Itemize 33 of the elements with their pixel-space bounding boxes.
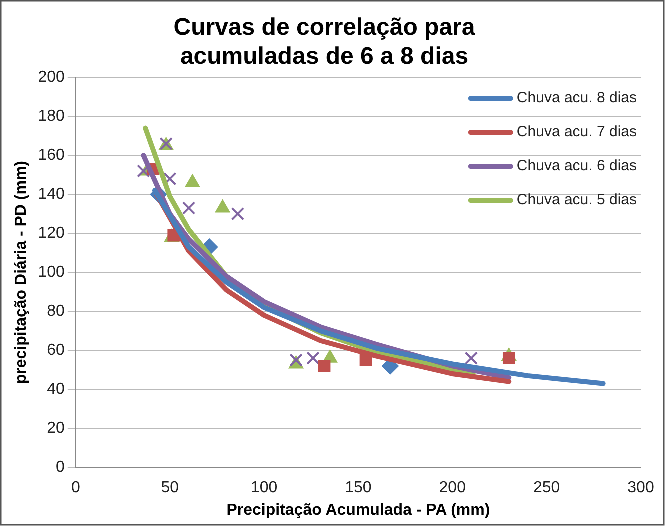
point bbox=[163, 172, 177, 186]
legend-label: Chuva acu. 5 dias bbox=[516, 192, 638, 209]
y-tick-label: 140 bbox=[38, 186, 65, 204]
y-tick-label: 0 bbox=[56, 459, 65, 476]
x-tick-label: 0 bbox=[71, 480, 80, 497]
legend-label: Chuva acu. 7 dias bbox=[516, 124, 638, 141]
y-tick-label: 60 bbox=[47, 342, 65, 360]
y-tick-label: 200 bbox=[38, 69, 65, 86]
point bbox=[182, 202, 196, 215]
x-tick-label: 150 bbox=[345, 480, 372, 497]
x-axis-title: Precipitação Acumulada - PA (mm) bbox=[226, 502, 490, 519]
y-tick-label: 160 bbox=[38, 147, 65, 164]
point bbox=[231, 207, 245, 221]
y-tick-label: 120 bbox=[38, 225, 65, 242]
y-tick-label: 100 bbox=[38, 264, 65, 282]
point bbox=[318, 360, 331, 372]
y-axis-title: precipitação Diária - PD (mm) bbox=[13, 161, 30, 384]
legend-label: Chuva acu. 8 dias bbox=[516, 90, 638, 107]
point bbox=[502, 352, 516, 365]
point bbox=[464, 352, 478, 366]
y-tick-label: 80 bbox=[47, 303, 65, 320]
y-tick-label: 20 bbox=[47, 420, 65, 438]
point bbox=[306, 352, 320, 366]
y-tick-label: 40 bbox=[47, 381, 65, 398]
x-tick-label: 200 bbox=[439, 480, 466, 497]
point bbox=[137, 164, 150, 178]
x-tick-label: 100 bbox=[250, 480, 278, 497]
x-tick-label: 300 bbox=[628, 480, 654, 497]
x-tick-label: 50 bbox=[161, 480, 180, 497]
legend-label: Chuva acu. 6 dias bbox=[516, 158, 638, 175]
chart-title: Curvas de correlação para acumuladas de 6 a 8 dias bbox=[174, 14, 476, 70]
y-tick-label: 180 bbox=[38, 108, 65, 126]
x-tick-label: 250 bbox=[533, 480, 560, 497]
